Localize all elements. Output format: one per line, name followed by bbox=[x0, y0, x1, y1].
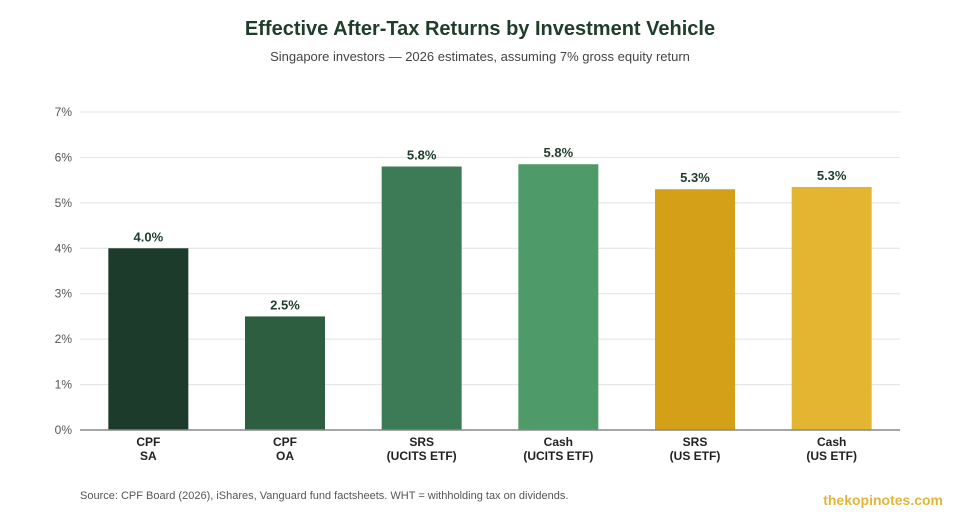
y-tick-label: 7% bbox=[55, 105, 73, 119]
x-tick-label: SA bbox=[140, 449, 157, 463]
y-tick-label: 4% bbox=[55, 241, 73, 255]
bar bbox=[791, 186, 872, 430]
x-tick-label: (UCITS ETF) bbox=[387, 449, 457, 463]
y-tick-label: 2% bbox=[55, 332, 73, 346]
data-label: 5.8% bbox=[544, 145, 574, 160]
bar bbox=[518, 164, 599, 430]
chart-title: Effective After-Tax Returns by Investmen… bbox=[244, 18, 716, 40]
y-tick-label: 3% bbox=[55, 287, 73, 301]
data-label: 5.8% bbox=[407, 148, 437, 163]
y-tick-label: 0% bbox=[55, 423, 73, 437]
x-tick-label: (US ETF) bbox=[806, 449, 857, 463]
x-tick-label: SRS bbox=[683, 435, 708, 449]
data-label: 5.3% bbox=[817, 168, 847, 183]
data-label: 2.5% bbox=[270, 297, 300, 312]
data-label: 4.0% bbox=[134, 229, 164, 244]
y-tick-label: 6% bbox=[55, 150, 73, 164]
bar bbox=[381, 166, 462, 430]
x-tick-label: CPF bbox=[136, 435, 160, 449]
x-tick-label: Cash bbox=[817, 435, 846, 449]
y-tick-label: 5% bbox=[55, 196, 73, 210]
y-tick-label: 1% bbox=[55, 378, 73, 392]
x-tick-label: OA bbox=[276, 449, 294, 463]
x-tick-label: (UCITS ETF) bbox=[523, 449, 593, 463]
x-tick-label: CPF bbox=[273, 435, 297, 449]
data-label: 5.3% bbox=[680, 170, 710, 185]
bar bbox=[245, 316, 325, 430]
chart-subtitle: Singapore investors — 2026 estimates, as… bbox=[270, 49, 690, 64]
x-tick-label: SRS bbox=[409, 435, 434, 449]
bar bbox=[108, 248, 189, 430]
x-tick-label: (US ETF) bbox=[670, 449, 721, 463]
source-note: Source: CPF Board (2026), iShares, Vangu… bbox=[80, 490, 569, 502]
x-tick-label: Cash bbox=[544, 435, 573, 449]
bar bbox=[655, 189, 735, 430]
brand-watermark: thekopinotes.com bbox=[823, 492, 943, 508]
